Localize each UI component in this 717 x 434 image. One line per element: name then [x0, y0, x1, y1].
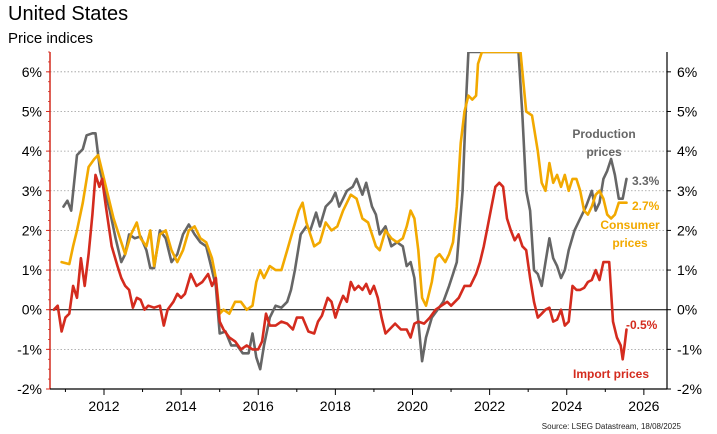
y-tick-label-right: 0%: [677, 302, 697, 318]
x-tick-label: 2022: [474, 398, 505, 414]
y-tick-label-left: -2%: [17, 381, 42, 397]
series-line-consumer-prices: [60, 52, 628, 315]
y-tick-label-right: 4%: [677, 143, 697, 159]
y-axis-left: -2% -1% 0% 1% 2% 3% 4% 5% 6%: [17, 51, 50, 397]
consumer-prices-label: Consumer: [600, 218, 660, 232]
production-end-value: 3.3%: [632, 174, 660, 188]
y-tick-label-left: 3%: [22, 183, 42, 199]
plot-frame: [49, 52, 668, 390]
series-lines: [52, 52, 628, 371]
y-tick-label-right: 6%: [677, 64, 697, 80]
page-title: United States: [8, 3, 129, 25]
consumer-prices-label: prices: [612, 236, 648, 250]
x-tick-label: 2012: [88, 398, 119, 414]
y-tick-label-left: 1%: [22, 262, 42, 278]
x-tick-label: 2014: [166, 398, 197, 414]
consumer-end-value: 2.7%: [632, 199, 660, 213]
series-line-import-prices: [52, 173, 628, 361]
y-tick-label-left: 6%: [22, 64, 42, 80]
y-tick-label-right: -1%: [677, 341, 702, 357]
x-tick-label: 2018: [320, 398, 351, 414]
production-prices-label: prices: [586, 145, 622, 159]
import-prices-label: Import prices: [573, 367, 649, 381]
page-subtitle: Price indices: [8, 30, 94, 47]
x-axis: 2012 2014 2016 2018 2020 2022 2024 2026: [64, 389, 660, 414]
y-tick-label-right: 5%: [677, 103, 697, 119]
y-tick-label-left: 0%: [22, 302, 42, 318]
x-tick-label: 2020: [397, 398, 428, 414]
y-tick-label-left: -1%: [17, 341, 42, 357]
x-tick-label: 2026: [628, 398, 659, 414]
y-axis-right: -2% -1% 0% 1% 2% 3% 4% 5% 6%: [667, 64, 702, 397]
x-tick-label: 2016: [243, 398, 274, 414]
series-line-production-prices: [62, 52, 628, 371]
y-tick-label-right: -2%: [677, 381, 702, 397]
production-prices-label: Production: [572, 127, 635, 141]
series-labels: Production prices 3.3% 2.7% Consumer prices -0…: [572, 127, 660, 381]
y-tick-label-right: 1%: [677, 262, 697, 278]
x-tick-label: 2024: [551, 398, 582, 414]
y-tick-label-left: 5%: [22, 103, 42, 119]
source-note: Source: LSEG Datastream, 18/08/2025: [541, 422, 681, 431]
y-tick-label-right: 3%: [677, 183, 697, 199]
import-end-value: -0.5%: [626, 318, 658, 332]
y-tick-label-left: 4%: [22, 143, 42, 159]
y-tick-label-left: 2%: [22, 222, 42, 238]
y-tick-label-right: 2%: [677, 222, 697, 238]
